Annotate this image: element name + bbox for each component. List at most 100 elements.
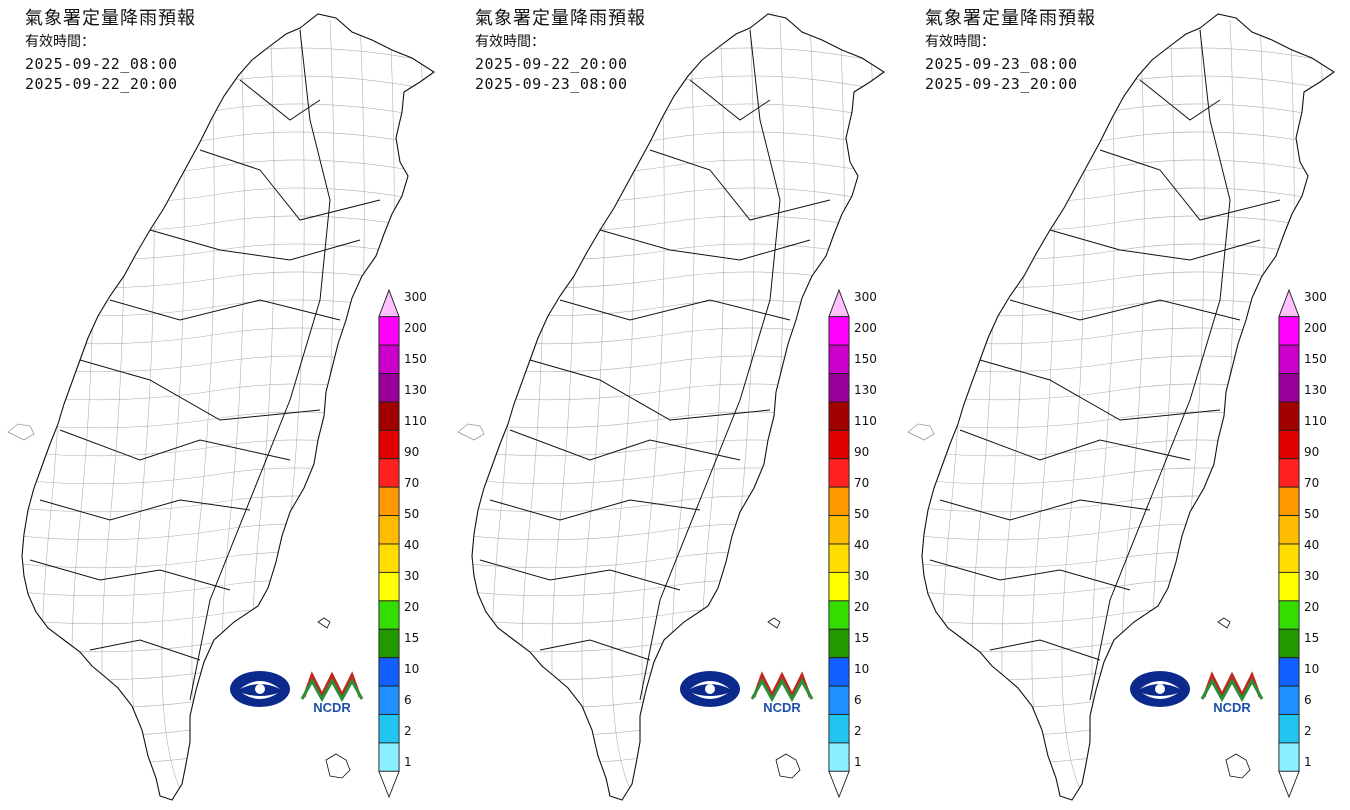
ncdr-text: NCDR bbox=[1213, 700, 1251, 715]
legend-label: 6 bbox=[1304, 693, 1312, 707]
legend-label: 150 bbox=[854, 352, 877, 366]
legend-label: 130 bbox=[1304, 383, 1327, 397]
legend-bottom-arrow bbox=[378, 770, 400, 799]
legend-label: 10 bbox=[854, 662, 870, 676]
valid-time-start: 2025-09-22_20:00 bbox=[475, 55, 628, 73]
panel-title: 氣象署定量降雨預報 bbox=[25, 8, 196, 29]
logo-group: NCDR bbox=[228, 665, 368, 715]
legend-label: 200 bbox=[404, 321, 427, 335]
rain-legend: 300 200 150 130 110 90 70 50 40 30 20 15 10 6 2 1 bbox=[378, 266, 448, 799]
legend-swatch bbox=[378, 600, 400, 630]
forecast-panel-3: 氣象署定量降雨預報 有效時間： 2025-09-23_08:00 2025-09… bbox=[900, 0, 1350, 810]
land-fill bbox=[922, 14, 1334, 800]
legend-top-arrow bbox=[378, 288, 400, 318]
orchid-island bbox=[775, 753, 801, 779]
valid-time-end: 2025-09-23_20:00 bbox=[925, 75, 1078, 93]
legend-label: 50 bbox=[404, 507, 420, 521]
land-fill bbox=[472, 14, 884, 800]
legend-swatch bbox=[1278, 543, 1300, 573]
legend-label: 6 bbox=[854, 693, 862, 707]
legend-swatch bbox=[1278, 628, 1300, 659]
legend-label: 70 bbox=[1304, 476, 1320, 490]
legend-label: 2 bbox=[1304, 724, 1312, 738]
valid-time-end: 2025-09-22_20:00 bbox=[25, 75, 178, 93]
legend-bottom-arrow bbox=[828, 770, 850, 799]
ncdr-logo: NCDR bbox=[1200, 671, 1264, 715]
legend-label: 300 bbox=[404, 290, 427, 304]
legend-swatch bbox=[1278, 429, 1300, 460]
cwa-logo-icon bbox=[230, 671, 290, 707]
legend-swatch bbox=[1278, 316, 1300, 346]
county-borders bbox=[29, 29, 381, 701]
legend-swatch bbox=[828, 458, 850, 488]
legend-label: 130 bbox=[854, 383, 877, 397]
legend-swatch bbox=[378, 714, 400, 744]
legend-label: 50 bbox=[1304, 507, 1320, 521]
legend-swatch bbox=[828, 571, 850, 602]
legend-swatch bbox=[828, 543, 850, 573]
legend-label: 15 bbox=[404, 631, 420, 645]
legend-swatch bbox=[828, 429, 850, 460]
legend-swatch bbox=[378, 401, 400, 431]
penghu-islands bbox=[7, 423, 35, 441]
rain-legend: 300 200 150 130 110 90 70 50 40 30 20 15 10 6 2 1 bbox=[1278, 266, 1348, 799]
county-borders bbox=[929, 29, 1281, 701]
logo-group: NCDR bbox=[678, 665, 818, 715]
legend-swatch bbox=[378, 571, 400, 602]
rain-legend: 300 200 150 130 110 90 70 50 40 30 20 15 10 6 2 1 bbox=[828, 266, 898, 799]
coastline bbox=[921, 13, 1335, 801]
legend-swatch bbox=[828, 600, 850, 630]
land-fill bbox=[22, 14, 434, 800]
forecast-panel-1: 氣象署定量降雨預報 有效時間： 2025-09-22_08:00 2025-09… bbox=[0, 0, 450, 810]
legend-swatch bbox=[378, 543, 400, 573]
legend-swatch bbox=[828, 373, 850, 403]
legend-label: 90 bbox=[404, 445, 420, 459]
penghu-islands bbox=[457, 423, 485, 441]
legend-swatch bbox=[828, 344, 850, 374]
legend-swatch bbox=[378, 344, 400, 374]
legend-top-arrow bbox=[1278, 288, 1300, 318]
legend-label: 90 bbox=[1304, 445, 1320, 459]
legend-label: 90 bbox=[854, 445, 870, 459]
green-island bbox=[767, 617, 781, 629]
legend-label: 6 bbox=[404, 693, 412, 707]
legend-swatch bbox=[378, 685, 400, 715]
legend-swatch bbox=[378, 657, 400, 687]
ncdr-text: NCDR bbox=[763, 700, 801, 715]
coastline bbox=[471, 13, 885, 801]
legend-label: 15 bbox=[1304, 631, 1320, 645]
legend-label: 130 bbox=[404, 383, 427, 397]
legend-label: 30 bbox=[404, 569, 420, 583]
legend-top-arrow bbox=[828, 288, 850, 318]
legend-swatch bbox=[1278, 515, 1300, 545]
legend-label: 20 bbox=[1304, 600, 1320, 614]
coastline bbox=[21, 13, 435, 801]
legend-swatch bbox=[378, 486, 400, 517]
logo-group: NCDR bbox=[1128, 665, 1268, 715]
legend-label: 200 bbox=[854, 321, 877, 335]
legend-swatch bbox=[1278, 373, 1300, 403]
taiwan-rain-map-1 bbox=[7, 13, 435, 801]
legend-label: 110 bbox=[854, 414, 877, 428]
legend-label: 40 bbox=[854, 538, 870, 552]
green-island bbox=[317, 617, 331, 629]
legend-swatch bbox=[1278, 685, 1300, 715]
legend-label: 1 bbox=[404, 755, 412, 769]
legend-label: 110 bbox=[404, 414, 427, 428]
cwa-logo-icon bbox=[1130, 671, 1190, 707]
panel-title: 氣象署定量降雨預報 bbox=[925, 8, 1096, 29]
legend-label: 40 bbox=[1304, 538, 1320, 552]
legend-label: 20 bbox=[404, 600, 420, 614]
legend-label: 300 bbox=[854, 290, 877, 304]
legend-bottom-arrow bbox=[1278, 770, 1300, 799]
legend-label: 40 bbox=[404, 538, 420, 552]
ncdr-logo: NCDR bbox=[750, 671, 814, 715]
valid-time-label: 有效時間： bbox=[25, 34, 95, 50]
valid-time-label: 有效時間： bbox=[475, 34, 545, 50]
panel-title: 氣象署定量降雨預報 bbox=[475, 8, 646, 29]
legend-swatch bbox=[1278, 486, 1300, 517]
valid-time-end: 2025-09-23_08:00 bbox=[475, 75, 628, 93]
ncdr-text: NCDR bbox=[313, 700, 351, 715]
legend-label: 50 bbox=[854, 507, 870, 521]
legend-label: 15 bbox=[854, 631, 870, 645]
